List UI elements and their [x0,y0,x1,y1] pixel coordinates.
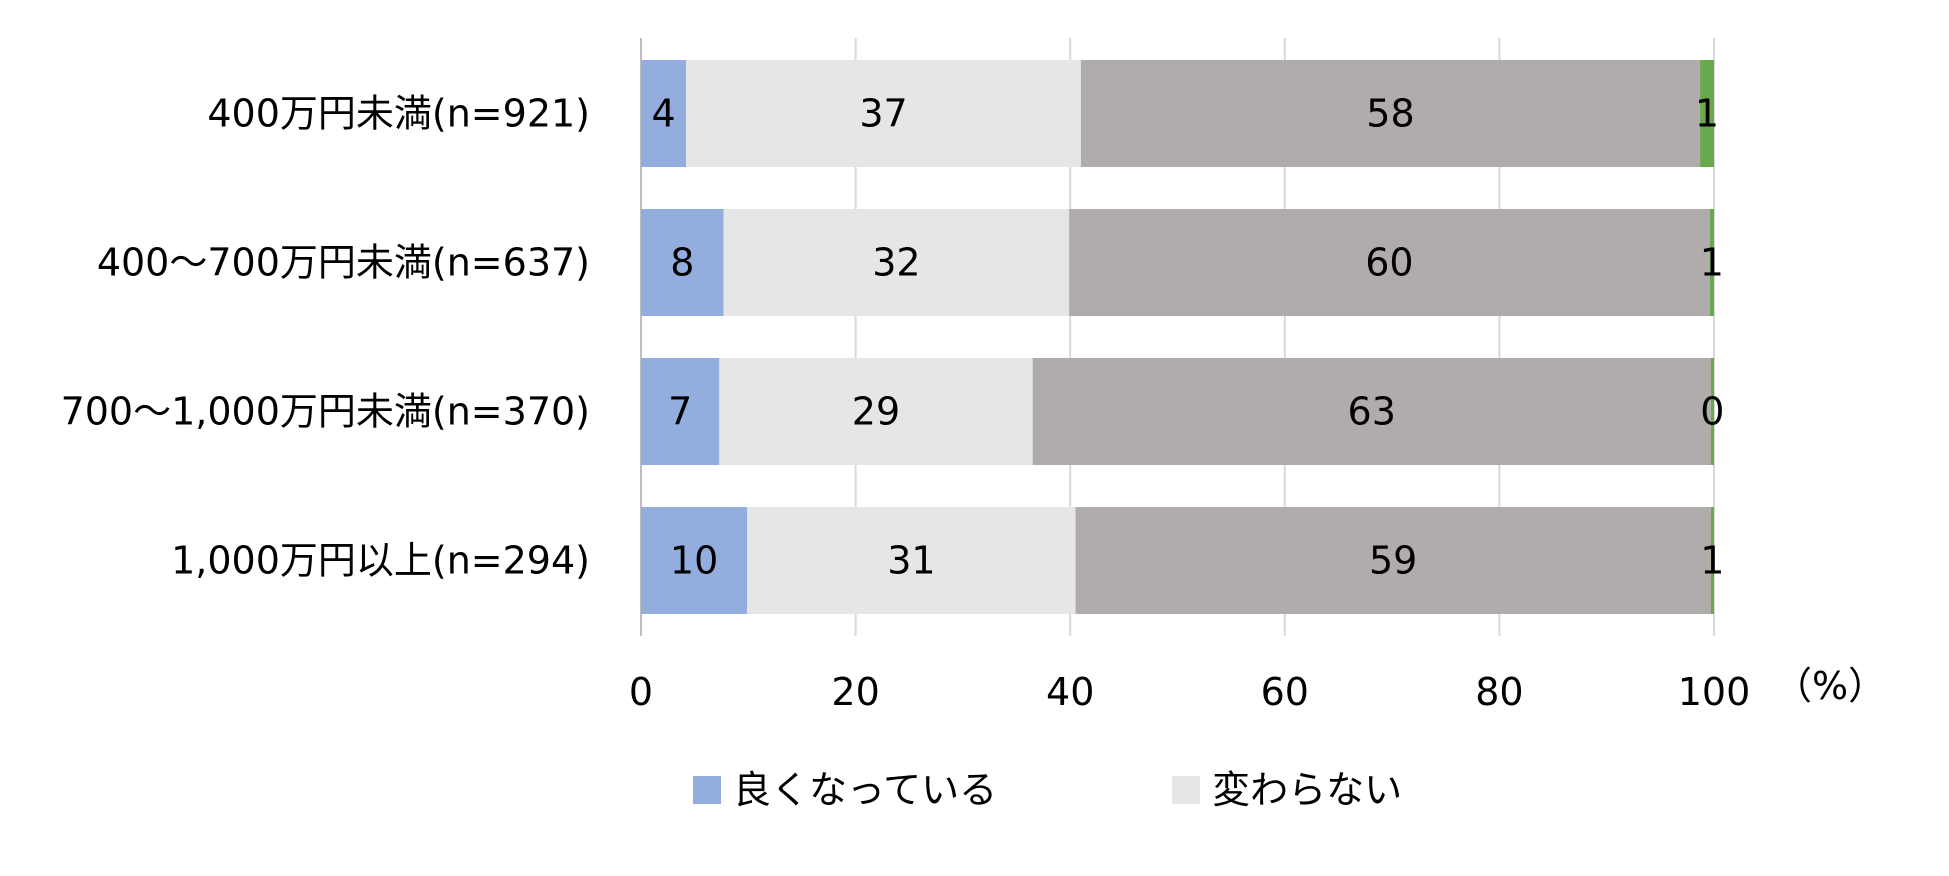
bar-segment-other [1709,209,1714,316]
legend-swatch-improving [693,776,721,804]
x-tick-label: 80 [1475,670,1523,714]
data-label: 31 [887,539,935,583]
x-tick-label: 0 [629,670,653,714]
data-label: 59 [1369,539,1417,583]
data-label: 1 [1700,241,1724,285]
bar-segment-improving [641,60,687,167]
bar-segment-unchanged [686,60,1081,167]
bar-segment-worsening [1080,60,1701,167]
bar-segment-other [1700,60,1714,167]
bar-segment-improving [641,507,748,614]
x-tick-label: 60 [1261,670,1309,714]
bar-segment-unchanged [723,209,1070,316]
data-label: 37 [859,92,907,136]
legend-label-unchanged: 変わらない [1212,768,1403,812]
unit-label: （%） [1774,664,1886,708]
x-axis: 0 20 40 60 80 100 [629,670,1750,714]
legend-item-unchanged: 変わらない [1172,771,1402,809]
data-label: 1 [1700,539,1724,583]
bar-segment-improving [641,209,724,316]
data-label: 8 [670,241,694,285]
category-label: 1,000万円以上(n=294) [171,539,590,583]
bar-segment-worsening [1032,358,1711,465]
category-label: 400～700万円未満(n=637) [97,241,590,285]
data-label: 32 [872,241,920,285]
bar-segment-unchanged [719,358,1033,465]
bar-segment-worsening [1069,209,1710,316]
bar-segment-other [1710,358,1714,465]
bars: 4 37 58 1 8 32 60 1 7 29 63 0 10 31 59 1 [641,60,1724,614]
x-tick-label: 40 [1046,670,1094,714]
x-tick-label: 100 [1678,670,1751,714]
bar-segment-improving [641,358,720,465]
data-label: 63 [1348,390,1396,434]
legend: 良くなっている 変わらない [693,760,1577,820]
category-label: 700～1,000万円未満(n=370) [61,390,590,434]
legend-swatch-unchanged [1172,776,1201,804]
legend-label-improving: 良くなっている [733,768,998,812]
data-label: 58 [1366,92,1414,136]
category-label: 400万円未満(n=921) [207,92,590,136]
data-label: 4 [651,92,675,136]
bar-segment-worsening [1075,507,1711,614]
data-label: 29 [852,390,900,434]
x-tick-label: 20 [831,670,879,714]
category-labels: 400万円未満(n=921) 400～700万円未満(n=637) 700～1,00… [61,92,590,583]
data-label: 7 [668,390,692,434]
bar-segment-other [1710,507,1714,614]
data-label: 0 [1700,390,1724,434]
legend-item-improving: 良くなっている [693,771,997,809]
data-label: 10 [670,539,718,583]
bar-segment-unchanged [747,507,1076,614]
data-label: 1 [1695,92,1719,136]
data-label: 60 [1365,241,1413,285]
